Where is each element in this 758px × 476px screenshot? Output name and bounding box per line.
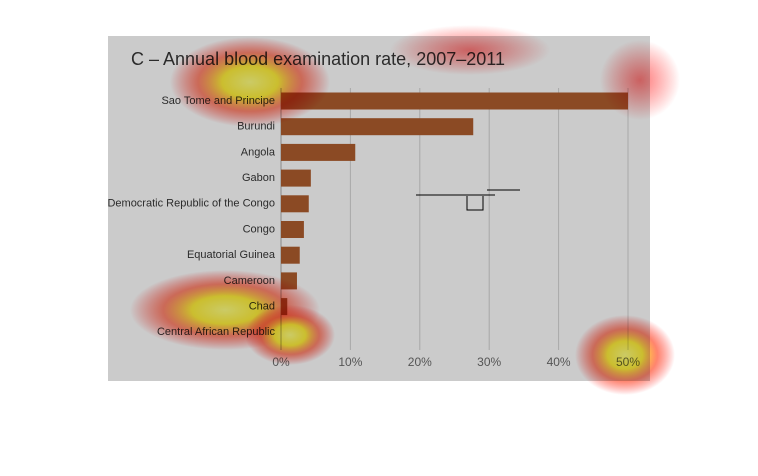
bar (281, 169, 311, 187)
y-tick-label: Gabon (242, 172, 275, 184)
bar (281, 92, 628, 110)
x-tick-label: 20% (408, 355, 432, 369)
bar (281, 221, 304, 238)
bar (281, 195, 309, 213)
bar (281, 246, 300, 264)
cursor-artifact (416, 189, 520, 211)
heatmap-overlay (130, 25, 680, 395)
x-tick-label: 30% (477, 355, 501, 369)
bar (281, 143, 356, 161)
x-tick-label: 10% (338, 355, 362, 369)
y-tick-label: Angola (241, 146, 276, 158)
y-tick-label: Equatorial Guinea (187, 249, 276, 261)
y-tick-label: Congo (243, 223, 275, 235)
y-tick-label: Democratic Republic of the Congo (107, 198, 275, 210)
x-tick-label: 40% (547, 355, 571, 369)
bar (281, 118, 474, 136)
